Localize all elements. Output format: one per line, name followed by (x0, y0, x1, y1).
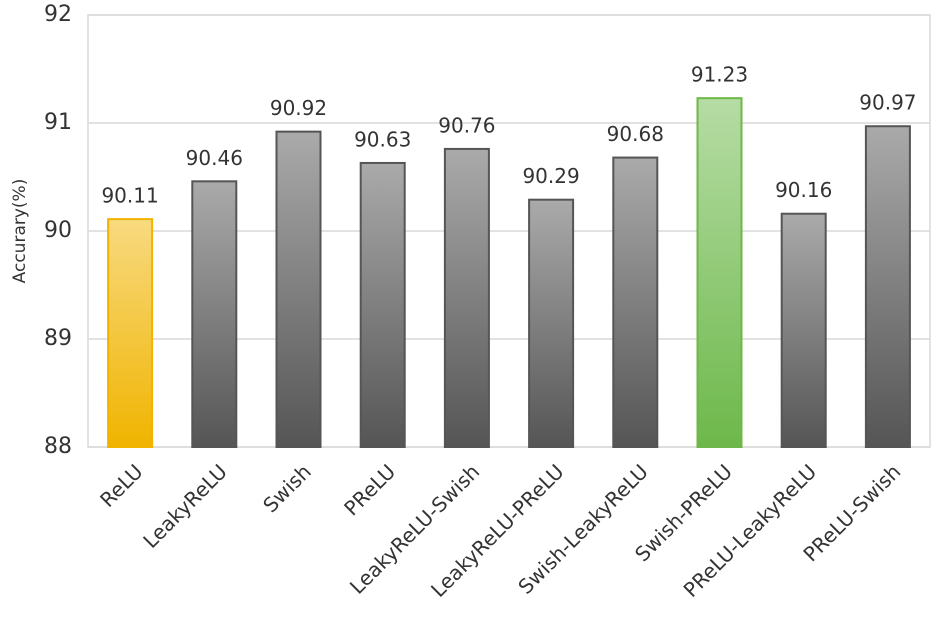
data-label: 90.29 (522, 164, 579, 188)
y-tick-label: 92 (44, 2, 72, 27)
bar (864, 125, 911, 449)
data-label: 90.92 (270, 96, 327, 120)
data-label: 90.76 (438, 113, 495, 137)
y-tick-label: 90 (44, 218, 72, 243)
y-axis-label: Accurary(%) (10, 179, 30, 284)
bar (359, 161, 406, 449)
data-label: 90.97 (859, 91, 916, 115)
data-label: 91.23 (691, 63, 748, 87)
bar (612, 156, 659, 448)
x-tick-label: PReLU (339, 459, 400, 520)
data-label: 90.46 (186, 146, 243, 170)
bar (191, 180, 238, 448)
bar (275, 130, 322, 448)
data-label: 90.16 (775, 178, 832, 202)
bar (696, 97, 743, 448)
y-tick-label: 89 (44, 326, 72, 351)
x-tick-label: Swish (258, 459, 316, 517)
bar (780, 212, 827, 448)
data-label: 90.11 (101, 184, 158, 208)
bar (528, 198, 575, 448)
data-label: 90.63 (354, 127, 411, 151)
data-label: 90.68 (607, 122, 664, 146)
y-tick-label: 91 (44, 110, 72, 135)
y-tick-label: 88 (44, 434, 72, 459)
x-tick-label: LeakyReLU (138, 459, 231, 552)
bar (107, 218, 154, 448)
bar (443, 147, 490, 448)
x-tick-label: ReLU (95, 459, 147, 511)
